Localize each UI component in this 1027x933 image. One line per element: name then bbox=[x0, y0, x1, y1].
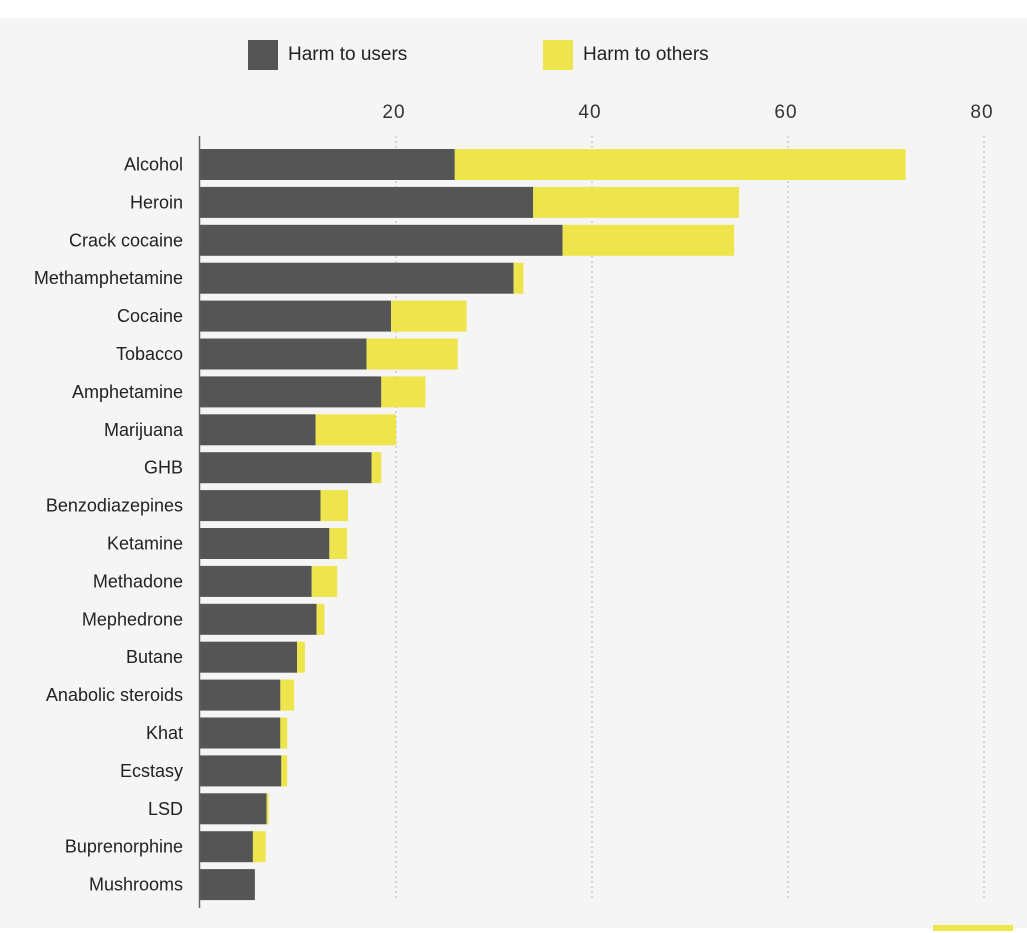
category-label: Ecstasy bbox=[120, 761, 183, 781]
category-label: Cocaine bbox=[117, 306, 183, 326]
x-tick-label: 20 bbox=[382, 102, 405, 123]
category-label: Mushrooms bbox=[89, 875, 183, 895]
bar-harm-to-others bbox=[454, 149, 906, 180]
bar-harm-to-users bbox=[200, 869, 255, 901]
bar-harm-to-users bbox=[200, 490, 321, 522]
bar-harm-to-others bbox=[280, 717, 288, 749]
x-tick-label: 40 bbox=[578, 102, 601, 123]
category-label: Crack cocaine bbox=[69, 230, 183, 250]
bar-harm-to-others bbox=[366, 338, 458, 370]
x-tick-label: 60 bbox=[774, 102, 797, 123]
bar-harm-to-users bbox=[200, 831, 253, 863]
bar-harm-to-users bbox=[200, 565, 312, 597]
bar-harm-to-others bbox=[316, 603, 325, 635]
corner-accent bbox=[933, 925, 1013, 931]
bar-harm-to-others bbox=[381, 376, 426, 408]
category-labels: Alcohol Heroin Crack cocaine Methamphetamin… bbox=[34, 155, 184, 895]
category-label: Benzodiazepines bbox=[46, 496, 183, 516]
bar-harm-to-users bbox=[200, 452, 372, 484]
bar-harm-to-users bbox=[200, 717, 281, 749]
category-label: Mephedrone bbox=[82, 609, 183, 629]
bar-harm-to-users bbox=[200, 186, 534, 218]
bar-harm-to-others bbox=[320, 490, 348, 522]
bar-harm-to-others bbox=[280, 679, 295, 711]
legend-label-users: Harm to users bbox=[288, 44, 407, 65]
bar-harm-to-others bbox=[533, 186, 739, 218]
bar-harm-to-users bbox=[200, 338, 367, 370]
category-label: Buprenorphine bbox=[65, 837, 183, 857]
bar-harm-to-users bbox=[200, 641, 298, 673]
bar-harm-to-others bbox=[513, 262, 524, 294]
legend-swatch-users bbox=[248, 40, 278, 70]
category-label: Butane bbox=[126, 647, 183, 667]
bars bbox=[200, 149, 906, 901]
bar-harm-to-users bbox=[200, 603, 317, 635]
category-label: Tobacco bbox=[116, 344, 183, 364]
bar-harm-to-others bbox=[391, 300, 467, 332]
category-label: Methadone bbox=[93, 571, 183, 591]
bar-harm-to-others bbox=[252, 831, 266, 863]
bar-harm-to-users bbox=[200, 376, 382, 408]
bar-harm-to-others bbox=[371, 452, 382, 484]
x-axis-ticks: 20 40 60 80 bbox=[382, 102, 993, 123]
x-tick-label: 80 bbox=[970, 102, 993, 123]
bar-harm-to-others bbox=[281, 755, 288, 787]
bar-harm-to-users bbox=[200, 528, 330, 559]
category-label: Alcohol bbox=[124, 155, 183, 175]
category-label: LSD bbox=[148, 799, 183, 819]
category-label: Ketamine bbox=[107, 534, 183, 554]
legend-label-others: Harm to others bbox=[583, 44, 709, 65]
bar-harm-to-others bbox=[329, 528, 347, 559]
category-label: Heroin bbox=[130, 192, 183, 212]
bar-harm-to-users bbox=[200, 414, 316, 446]
category-label: Amphetamine bbox=[72, 382, 183, 402]
category-label: Methamphetamine bbox=[34, 268, 183, 288]
bar-harm-to-others bbox=[315, 414, 396, 446]
gridlines bbox=[395, 136, 985, 900]
bar-harm-to-others bbox=[297, 641, 305, 673]
bar-harm-to-others bbox=[562, 224, 735, 256]
bar-harm-to-users bbox=[200, 149, 455, 180]
bar-harm-to-users bbox=[200, 755, 282, 787]
bar-harm-to-users bbox=[200, 793, 267, 825]
bar-harm-to-users bbox=[200, 262, 514, 294]
bar-harm-to-others bbox=[311, 565, 338, 597]
legend: Harm to users Harm to others bbox=[248, 40, 709, 70]
category-label: GHB bbox=[144, 458, 183, 478]
category-label: Anabolic steroids bbox=[46, 685, 183, 705]
legend-swatch-others bbox=[543, 40, 573, 70]
bar-harm-to-users bbox=[200, 224, 563, 256]
category-label: Marijuana bbox=[104, 420, 184, 440]
bar-harm-to-users bbox=[200, 300, 392, 332]
bar-harm-to-others bbox=[266, 793, 269, 825]
category-label: Khat bbox=[146, 723, 183, 743]
bar-harm-to-users bbox=[200, 679, 281, 711]
